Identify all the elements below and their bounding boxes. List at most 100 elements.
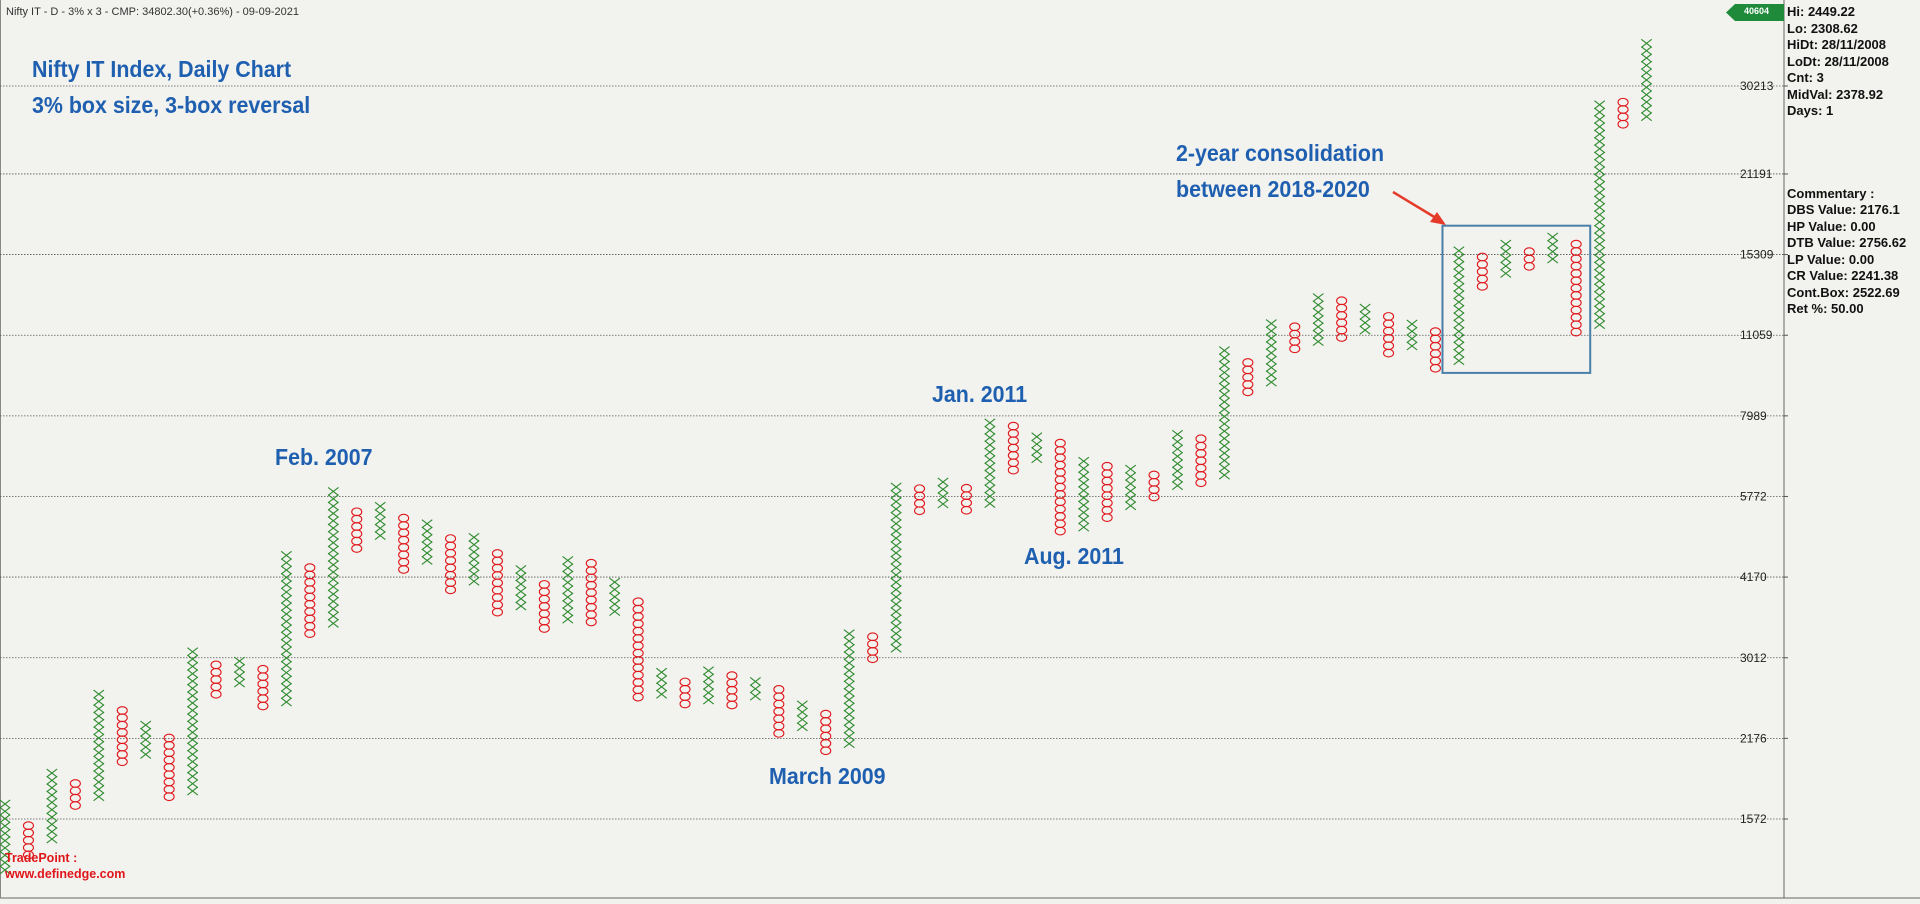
x-mark — [609, 577, 621, 587]
x-mark — [1078, 478, 1090, 488]
o-mark — [1570, 327, 1582, 337]
x-mark — [374, 531, 386, 541]
o-mark — [257, 679, 269, 689]
o-mark — [1054, 504, 1066, 514]
o-mark — [398, 513, 410, 523]
x-mark — [1640, 112, 1653, 122]
o-column — [210, 660, 222, 699]
x-mark — [562, 563, 574, 573]
x-mark — [187, 771, 199, 781]
o-mark — [1570, 298, 1582, 308]
o-column — [398, 513, 410, 574]
o-mark — [1195, 441, 1207, 451]
x-mark — [1218, 448, 1230, 458]
o-mark — [632, 678, 644, 687]
o-mark — [210, 675, 222, 684]
x-mark — [280, 624, 292, 634]
x-mark — [1125, 501, 1137, 511]
o-mark — [22, 828, 35, 838]
overlay-layer — [1392, 190, 1592, 374]
x-column — [1265, 319, 1277, 387]
o-mark — [1336, 311, 1348, 320]
x-mark — [1171, 451, 1184, 461]
x-mark — [843, 687, 855, 697]
x-mark — [1453, 304, 1465, 314]
x-mark — [327, 596, 339, 606]
o-mark — [1054, 482, 1066, 492]
x-mark — [796, 722, 808, 732]
o-mark — [726, 700, 738, 710]
x-mark — [1265, 348, 1277, 358]
x-mark — [890, 511, 902, 521]
y-tick-label: 11059 — [1740, 328, 1773, 342]
x-mark — [1453, 348, 1465, 358]
x-mark — [1594, 136, 1606, 146]
annotation-consolidation-line2: between 2018-2020 — [1176, 176, 1370, 202]
o-mark — [773, 699, 785, 709]
x-mark — [1640, 46, 1653, 56]
x-mark — [280, 572, 292, 582]
o-mark — [1195, 449, 1207, 458]
x-mark — [890, 541, 902, 551]
chart-title: Nifty IT Index, Daily Chart — [32, 56, 292, 82]
o-mark — [913, 506, 926, 516]
o-mark — [116, 742, 128, 752]
info-contbox: Cont.Box: 2522.69 — [1787, 284, 1900, 300]
o-mark — [1054, 475, 1066, 485]
o-mark — [913, 491, 926, 501]
o-mark — [726, 671, 738, 681]
x-mark — [468, 576, 480, 586]
o-mark — [1054, 512, 1066, 521]
o-mark — [585, 558, 597, 568]
x-mark — [1312, 300, 1324, 310]
y-tick-label: 2176 — [1740, 731, 1767, 745]
x-mark — [1500, 268, 1512, 278]
x-mark — [890, 504, 902, 514]
o-mark — [960, 498, 973, 508]
x-mark — [187, 676, 199, 686]
annotation-aug-2011: Aug. 2011 — [1024, 543, 1124, 569]
x-mark — [1218, 346, 1230, 356]
x-mark — [468, 554, 480, 564]
marks-layer — [0, 38, 1653, 875]
x-mark — [843, 665, 855, 675]
x-column — [280, 550, 292, 707]
x-mark — [1171, 444, 1184, 454]
o-mark — [163, 770, 175, 780]
x-mark — [0, 814, 11, 824]
x-mark — [374, 501, 386, 511]
x-mark — [984, 484, 996, 494]
x-mark — [656, 682, 668, 692]
x-mark — [1594, 107, 1606, 117]
x-mark — [327, 523, 339, 533]
x-mark — [93, 726, 105, 736]
y-tick-label: 3012 — [1740, 651, 1767, 665]
o-mark — [491, 563, 504, 573]
o-mark — [1570, 276, 1582, 286]
x-mark — [468, 540, 480, 550]
x-mark — [1453, 341, 1465, 351]
o-mark — [632, 692, 644, 702]
o-mark — [632, 648, 644, 658]
o-mark — [491, 585, 504, 595]
x-mark — [280, 682, 292, 692]
x-mark — [1594, 268, 1606, 278]
x-mark — [1594, 254, 1606, 264]
x-mark — [1078, 515, 1090, 525]
x-mark — [327, 567, 339, 577]
annotation-jan-2011: Jan. 2011 — [932, 381, 1028, 407]
o-mark — [1101, 513, 1113, 522]
x-mark — [187, 647, 199, 657]
x-mark — [1453, 290, 1465, 300]
x-mark — [1594, 276, 1606, 286]
o-mark — [257, 664, 269, 674]
o-mark — [116, 750, 128, 759]
x-mark — [421, 541, 433, 551]
x-mark — [890, 570, 902, 580]
o-column — [351, 507, 363, 553]
x-mark — [1594, 144, 1606, 154]
x-mark — [468, 532, 480, 542]
info-cnt: Cnt: 3 — [1787, 70, 1824, 85]
o-mark — [1007, 443, 1019, 453]
